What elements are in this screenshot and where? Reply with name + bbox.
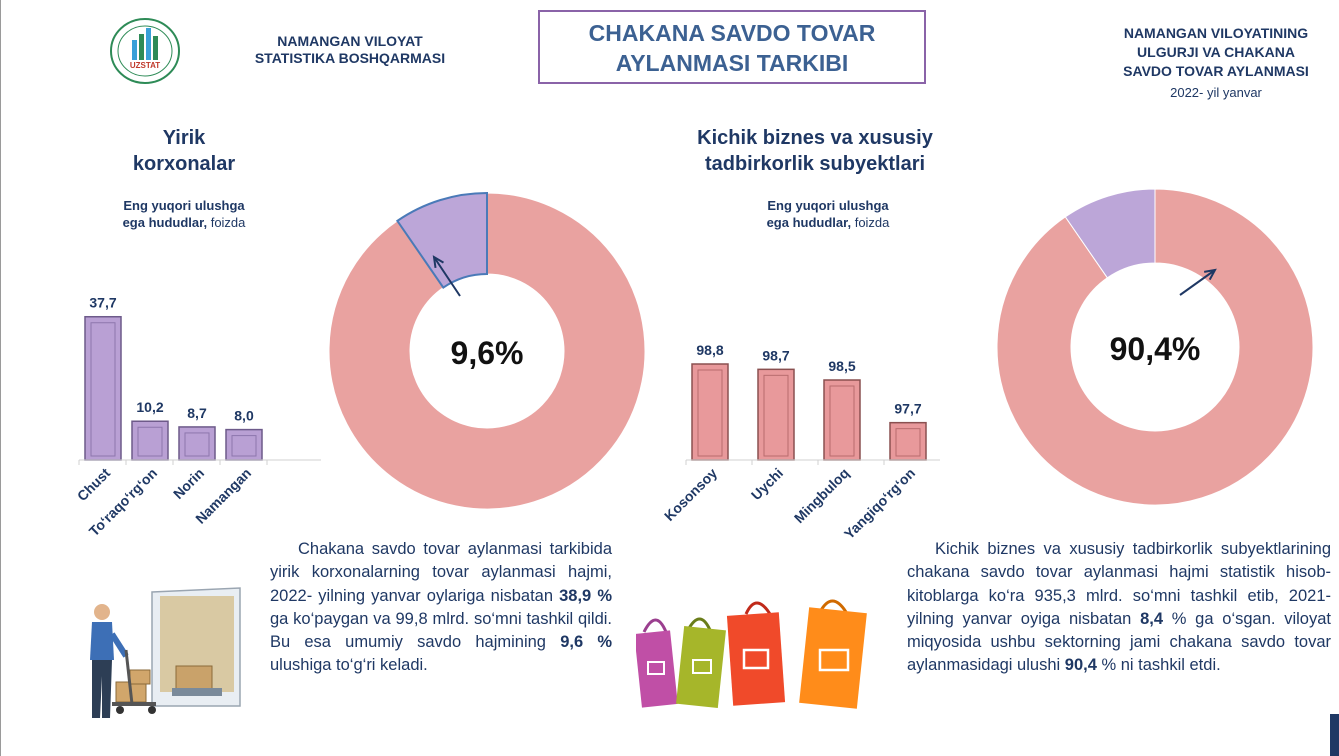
right-subtitle-line1: Eng yuqori ulushga xyxy=(767,198,889,213)
donut-center-label: 9,6% xyxy=(451,335,524,371)
bar-value-label-2: 98,5 xyxy=(828,358,855,374)
right-header-line2: ULGURJI VA CHAKANA xyxy=(1137,44,1295,60)
bar-value-label-3: 97,7 xyxy=(894,401,921,417)
uzstat-logo-icon: UZSTAT xyxy=(110,18,180,84)
org-title-line1: NAMANGAN VILOYAT xyxy=(277,33,423,49)
bar-3 xyxy=(225,428,263,461)
right-para-text2: % ga o‘sgan. viloyat miqyosida ushbu sek… xyxy=(907,609,1331,675)
bar-bevel-0 xyxy=(697,369,723,457)
right-donut-chart: 90,4% xyxy=(996,188,1314,506)
left-edge-line xyxy=(0,0,1,756)
donut-arrow-line xyxy=(433,256,461,297)
bar-category-label-2: Norin xyxy=(170,465,207,502)
bar-2 xyxy=(823,379,861,461)
left-para-text2: ga ko‘paygan va 99,8 mlrd. so‘mni tashki… xyxy=(270,609,612,652)
donut-arrow-head xyxy=(1203,268,1217,281)
left-donut-chart: 9,6% xyxy=(328,191,646,510)
right-header-line3: SAVDO TOVAR AYLANMASI xyxy=(1123,63,1309,79)
bar-category-label-1: Uychi xyxy=(748,465,786,503)
donut-arrow-head xyxy=(432,255,444,269)
right-subtitle-bold: ega hududlar, xyxy=(766,215,852,230)
bar-1 xyxy=(757,368,795,461)
left-subtitle-rest: foizda xyxy=(207,215,246,230)
bar-bevel-2 xyxy=(184,432,210,457)
right-description-paragraph: Kichik biznes va xususiy tadbirkorlik su… xyxy=(907,538,1331,678)
bar-value-label-0: 98,8 xyxy=(696,342,723,358)
left-para-text3: ulushiga to‘g‘ri keladi. xyxy=(270,656,428,675)
donut-slice-small xyxy=(395,191,488,289)
left-para-bold2: 9,6 % xyxy=(560,633,612,652)
bar-value-label-2: 8,7 xyxy=(187,405,207,421)
donut-slice-large xyxy=(996,188,1314,506)
right-section-title: Kichik biznes va xususiy tadbirkorlik su… xyxy=(660,125,970,177)
left-subtitle-line2: ega hududlar, foizda xyxy=(84,214,284,231)
left-section-title: Yirik korxonalar xyxy=(84,125,284,177)
right-para-bold2: 90,4 xyxy=(1064,656,1097,675)
right-section-subtitle: Eng yuqori ulushga ega hududlar, foizda xyxy=(728,197,928,231)
right-section-title-line1: Kichik biznes va xususiy xyxy=(697,127,933,149)
page-title: CHAKANA SAVDO TOVAR AYLANMASI TARKIBI xyxy=(538,10,926,84)
delivery-truck-illustration-icon xyxy=(90,587,241,718)
org-title: NAMANGAN VILOYAT STATISTIKA BOSHQARMASI xyxy=(210,33,490,67)
logo-text: UZSTAT xyxy=(130,61,160,70)
left-section-title-line2: korxonalar xyxy=(132,153,236,175)
bar-value-label-1: 10,2 xyxy=(136,399,163,415)
right-header-title: NAMANGAN VILOYATINING ULGURJI VA CHAKANA… xyxy=(1096,24,1336,81)
left-subtitle-line1: Eng yuqori ulushga xyxy=(123,198,245,213)
bar-0 xyxy=(691,363,729,461)
left-bar-chart: 37,7Chust10,2To‘raqo‘rg‘on8,7Norin8,0Nam… xyxy=(74,295,321,539)
right-para-bold1: 8,4 xyxy=(1140,609,1164,628)
bar-category-label-0: Chust xyxy=(74,465,114,505)
page-title-line1: CHAKANA SAVDO TOVAR xyxy=(588,20,876,46)
left-para-bold1: 38,9 % xyxy=(559,586,612,605)
right-subtitle-rest: foizda xyxy=(851,215,890,230)
right-header-date: 2022- yil yanvar xyxy=(1170,85,1262,100)
right-para-text1: Kichik biznes va xususiy tadbirkorlik su… xyxy=(907,540,1331,628)
left-section-title-line1: Yirik xyxy=(162,127,206,149)
shopping-bags-illustration-icon xyxy=(636,599,867,709)
bar-category-label-2: Mingbuloq xyxy=(791,465,852,526)
bar-bevel-1 xyxy=(763,374,789,457)
right-header-line1: NAMANGAN VILOYATINING xyxy=(1123,25,1309,41)
bar-value-label-3: 8,0 xyxy=(234,408,254,424)
left-para-text1: Chakana savdo tovar aylanmasi tarkibida … xyxy=(270,540,612,605)
bar-bevel-1 xyxy=(137,426,163,457)
bar-value-label-0: 37,7 xyxy=(89,295,116,311)
bar-bevel-2 xyxy=(829,385,855,457)
bar-category-label-3: Yangiqo‘rg‘on xyxy=(841,465,918,542)
bar-bevel-3 xyxy=(231,435,257,457)
right-subtitle-line2: ega hududlar, foizda xyxy=(728,214,928,231)
donut-slice-large xyxy=(328,192,646,510)
bar-0 xyxy=(84,315,122,461)
bar-category-label-0: Kosonsoy xyxy=(661,465,720,524)
left-subtitle-bold: ega hududlar, xyxy=(122,215,208,230)
left-description-paragraph: Chakana savdo tovar aylanmasi tarkibida … xyxy=(270,538,612,678)
org-title-line2: STATISTIKA BOSHQARMASI xyxy=(254,50,446,66)
donut-center-label: 90,4% xyxy=(1110,331,1201,367)
bar-bevel-0 xyxy=(90,322,116,457)
left-section-subtitle: Eng yuqori ulushga ega hududlar, foizda xyxy=(84,197,284,231)
right-section-title-line2: tadbirkorlik subyektlari xyxy=(704,153,926,175)
corner-decoration xyxy=(1330,714,1339,756)
donut-arrow-line xyxy=(1179,269,1216,296)
right-bar-chart: 98,8 Kosonsoy 98,7 Uychi 98,5 Mingbuloq 97,7 Ya… xyxy=(661,342,940,542)
bar-2 xyxy=(178,426,216,461)
page-title-line2: AYLANMASI TARKIBI xyxy=(615,50,849,76)
bar-bevel-3 xyxy=(895,428,921,457)
right-para-text3: % ni tashkil etdi. xyxy=(1096,656,1221,675)
bar-value-label-1: 98,7 xyxy=(762,347,789,363)
donut-slice-small xyxy=(1064,188,1156,279)
